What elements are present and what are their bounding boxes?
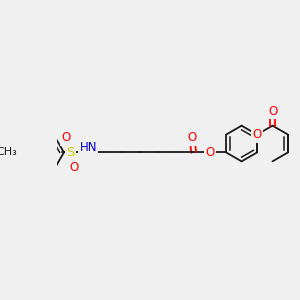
- Text: S: S: [66, 146, 75, 159]
- Text: O: O: [268, 105, 277, 118]
- Text: CH₃: CH₃: [0, 147, 17, 158]
- Text: O: O: [205, 146, 214, 159]
- Text: HN: HN: [80, 141, 97, 154]
- Text: O: O: [62, 131, 71, 144]
- Text: O: O: [252, 128, 262, 141]
- Text: O: O: [188, 131, 197, 144]
- Text: O: O: [70, 160, 79, 173]
